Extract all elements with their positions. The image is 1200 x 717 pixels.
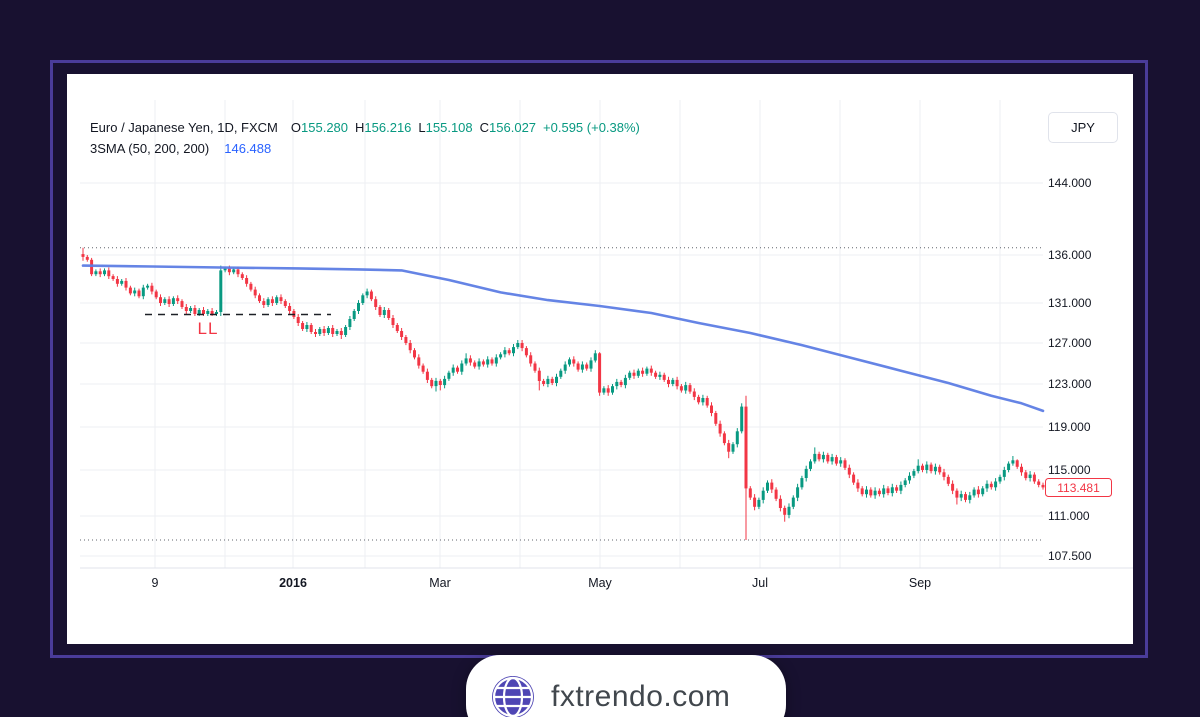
indicator-name: 3SMA (50, 200, 200) bbox=[90, 141, 210, 156]
brand-name: fxtrendo.com bbox=[551, 680, 731, 713]
brand-badge[interactable]: fxtrendo.com bbox=[466, 655, 786, 717]
chart-panel[interactable] bbox=[67, 74, 1133, 644]
ohlc-low: L 155.108 bbox=[418, 120, 473, 135]
price-change: +0.595 (+0.38%) bbox=[543, 120, 640, 135]
globe-icon bbox=[492, 676, 534, 717]
symbol-ohlc-row: Euro / Japanese Yen, 1D, FXCM O 155.280 H… bbox=[90, 117, 640, 138]
ohlc-close: C 156.027 bbox=[479, 120, 537, 135]
symbol-title: Euro / Japanese Yen, 1D, FXCM bbox=[90, 120, 278, 135]
currency-button[interactable]: JPY bbox=[1048, 112, 1118, 143]
chart-header: Euro / Japanese Yen, 1D, FXCM O 155.280 H… bbox=[90, 117, 640, 159]
ohlc-high: H 156.216 bbox=[355, 120, 412, 135]
indicator-value: 146.488 bbox=[224, 141, 272, 156]
ohlc-open: O 155.280 bbox=[290, 120, 349, 135]
indicator-row: 3SMA (50, 200, 200) 146.488 bbox=[90, 138, 640, 159]
